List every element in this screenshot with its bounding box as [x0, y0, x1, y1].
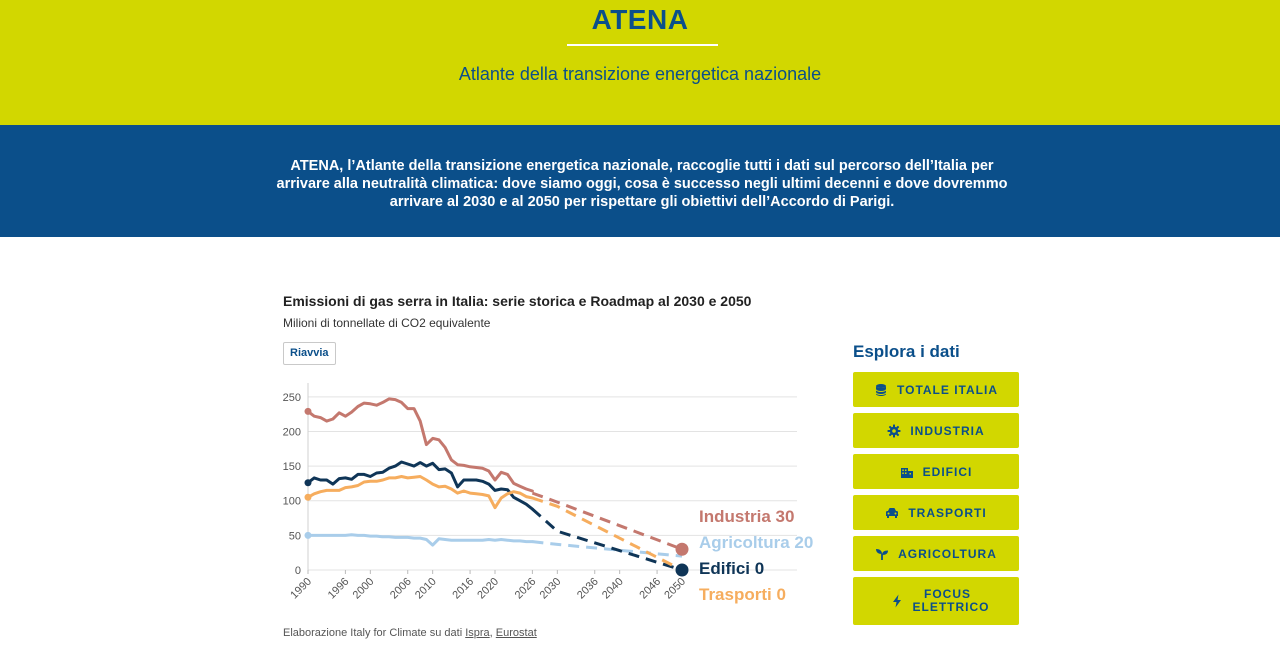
restart-button[interactable]: Riavvia	[283, 342, 336, 365]
buildings-icon	[900, 465, 914, 479]
y-tick-label: 250	[283, 392, 301, 404]
series-start-point-agricoltura	[304, 531, 312, 539]
nav-button-edifici[interactable]: EDIFICI	[853, 454, 1019, 489]
series-line-industria	[306, 397, 534, 493]
series-end-point-industria	[675, 542, 689, 556]
page-title: ATENA	[591, 4, 689, 35]
series-projection-agricoltura	[532, 540, 683, 558]
y-tick-label: 150	[283, 461, 301, 473]
source-separator: ,	[489, 627, 496, 639]
y-tick-label: 200	[283, 426, 301, 438]
nav-button-agricoltura[interactable]: AGRICOLTURA	[853, 536, 1019, 571]
intro-text: ATENA, l’Atlante della transizione energ…	[276, 158, 1008, 210]
x-tick-label: 2016	[450, 576, 476, 602]
x-tick-label: 2000	[351, 576, 377, 602]
source-prefix: Elaborazione Italy for Climate su dati	[283, 627, 466, 639]
x-tick-label: 1990	[288, 576, 314, 602]
gear-icon	[887, 424, 901, 438]
series-line-agricoltura	[306, 533, 534, 547]
explore-title: Esplora i dati	[853, 342, 960, 361]
chart-source: Elaborazione Italy for Climate su dati I…	[283, 627, 537, 639]
nav-label: AGRICOLTURA	[898, 546, 997, 561]
page-subtitle: Atlante della transizione energetica naz…	[458, 64, 822, 84]
series-end-label-edifici: Edifici 0	[699, 559, 764, 578]
nav-button-industria[interactable]: INDUSTRIA	[853, 413, 1019, 448]
chart-title: Emissioni di gas serra in Italia: serie …	[283, 293, 752, 309]
nav-button-trasporti[interactable]: TRASPORTI	[853, 495, 1019, 530]
intro-banner: ATENA, l’Atlante della transizione energ…	[0, 125, 1280, 237]
series-start-point-trasporti	[304, 493, 312, 501]
nav-label: INDUSTRIA	[910, 423, 985, 438]
explore-nav: TOTALE ITALIA INDUSTRIA EDIFICI TRASPORT…	[853, 372, 1019, 631]
x-tick-label: 2046	[637, 576, 663, 602]
series-end-label-agricoltura: Agricoltura 20	[699, 533, 813, 552]
nav-label: TOTALE ITALIA	[897, 382, 998, 397]
series-end-label-trasporti: Trasporti 0	[699, 585, 786, 604]
x-tick-label: 2026	[513, 576, 539, 602]
database-icon	[874, 383, 888, 397]
series-projection-industria	[531, 491, 683, 551]
nav-label: TRASPORTI	[908, 505, 987, 520]
chart-subtitle: Milioni di tonnellate di CO2 equivalente	[283, 316, 491, 330]
x-tick-label: 2020	[475, 576, 501, 602]
bolt-icon	[890, 594, 904, 608]
y-tick-label: 50	[289, 530, 301, 542]
series-start-point-edifici	[304, 479, 312, 487]
x-tick-label: 2040	[600, 576, 626, 602]
header-banner: ATENA Atlante della transizione energeti…	[0, 0, 1280, 125]
series-projection-trasporti	[531, 496, 683, 572]
x-tick-label: 2006	[388, 576, 414, 602]
x-tick-label: 2036	[575, 576, 601, 602]
title-divider	[567, 44, 718, 46]
nav-label: EDIFICI	[922, 464, 973, 479]
source-link-ispra[interactable]: Ispra	[465, 627, 490, 639]
y-tick-label: 100	[283, 496, 301, 508]
x-tick-label: 2030	[538, 576, 564, 602]
series-line-trasporti	[306, 475, 534, 510]
y-tick-label: 0	[295, 565, 301, 577]
series-line-edifici	[306, 460, 534, 511]
nav-button-totale-italia[interactable]: TOTALE ITALIA	[853, 372, 1019, 407]
series-end-point-edifici	[675, 563, 689, 577]
sprout-icon	[875, 547, 889, 561]
x-tick-label: 1996	[326, 576, 352, 602]
x-tick-label: 2010	[413, 576, 439, 602]
nav-button-focus-elettrico[interactable]: FOCUS ELETTRICO	[853, 577, 1019, 625]
car-icon	[885, 506, 899, 520]
source-link-eurostat[interactable]: Eurostat	[495, 627, 537, 639]
x-tick-label: 2050	[662, 576, 688, 602]
series-start-point-industria	[304, 407, 312, 415]
series-end-label-industria: Industria 30	[699, 507, 794, 526]
nav-label: FOCUS ELETTRICO	[912, 587, 990, 614]
